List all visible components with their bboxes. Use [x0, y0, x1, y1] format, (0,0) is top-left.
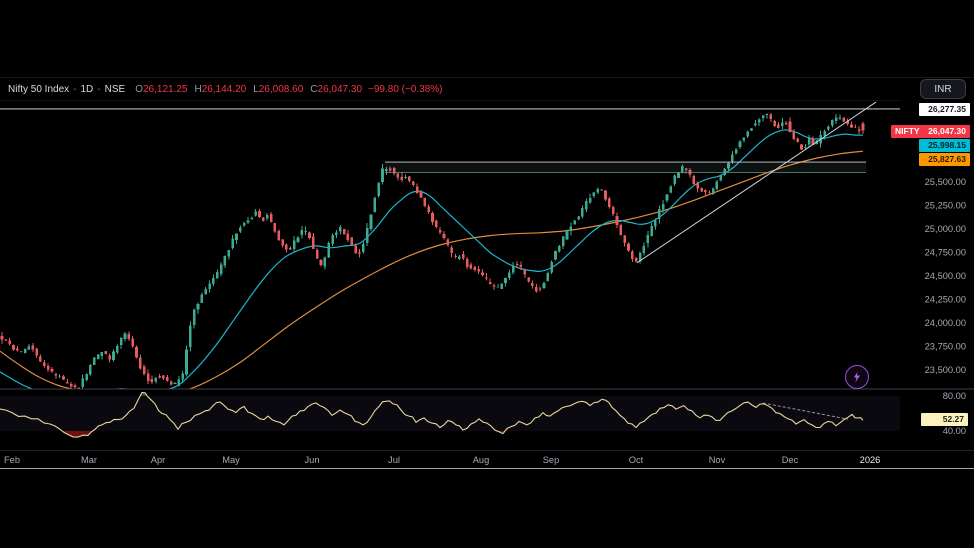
flash-boost-button[interactable]	[845, 365, 869, 389]
title-separator: -	[73, 83, 77, 95]
rsi-band	[0, 396, 900, 431]
candles-series	[0, 113, 865, 389]
time-axis-label: May	[222, 455, 240, 465]
time-axis-label: Nov	[709, 455, 726, 465]
price-axis-tick: 24,000.00	[925, 318, 966, 328]
ema-slow-line	[0, 150, 864, 389]
lightning-bolt-icon	[854, 372, 860, 382]
title-separator: -	[97, 83, 101, 95]
low-value: 26,008.60	[258, 83, 304, 95]
time-axis-label: 2026	[860, 455, 881, 465]
price-axis-tick: 23,500.00	[925, 365, 966, 375]
time-axis-label: Jul	[388, 455, 400, 465]
frame-lines	[0, 77, 974, 469]
up-candle-wicks	[24, 113, 841, 389]
change-readout: −99.80 (−0.38%)	[368, 83, 443, 95]
down-candle-wicks	[1, 113, 864, 389]
time-axis-label: Oct	[629, 455, 644, 465]
time-axis-label: Aug	[473, 455, 490, 465]
time-axis-label: Apr	[151, 455, 165, 465]
last-price-value: 26,047.30	[928, 126, 966, 136]
ema-slow-price-label: 25,827.63	[919, 153, 970, 166]
price-axis-tick: 24,250.00	[925, 295, 966, 305]
price-axis-tick: 24,750.00	[925, 248, 966, 258]
rsi-value-label: 52.27	[921, 413, 968, 426]
last-price-symbol: NIFTY	[895, 126, 920, 136]
open-value: 26,121.25	[142, 83, 188, 95]
high-label: H	[194, 83, 202, 95]
rsi-oversold-fill	[0, 431, 863, 438]
chart-header: Nifty 50 Index - 1D - NSE O26,121.25 H26…	[0, 78, 974, 100]
price-pane	[0, 101, 900, 389]
hline-price-label: 26,277.35	[919, 103, 970, 116]
axes: 25,500.00 25,250.00 25,000.00 24,750.00 24,5…	[4, 177, 966, 465]
time-axis-label: Mar	[81, 455, 97, 465]
high-value: 26,144.20	[201, 83, 247, 95]
last-price-label: NIFTY 26,047.30	[891, 125, 970, 138]
rsi-pane	[0, 391, 900, 438]
symbol-title: Nifty 50 Index	[8, 83, 70, 95]
rsi-trendline	[762, 402, 849, 420]
rsi-axis-tick: 80.00	[943, 391, 966, 401]
ohlc-readout: O26,121.25 H26,144.20 L26,008.60 C26,047…	[135, 84, 362, 95]
price-axis-tick: 25,000.00	[925, 224, 966, 234]
timeframe-label[interactable]: 1D	[80, 83, 94, 95]
ascending-trendline	[636, 101, 877, 264]
exchange-label: NSE	[104, 83, 126, 95]
price-axis-tick: 25,500.00	[925, 177, 966, 187]
price-axis-tick: 24,500.00	[925, 271, 966, 281]
time-axis-label: Dec	[782, 455, 799, 465]
close-label: C	[310, 83, 318, 95]
price-axis-tick: 25,250.00	[925, 201, 966, 211]
price-axis-tick: 23,750.00	[925, 342, 966, 352]
time-axis-label: Jun	[305, 455, 320, 465]
close-value: 26,047.30	[317, 83, 363, 95]
currency-inr-button[interactable]: INR	[920, 79, 966, 99]
time-axis-label: Sep	[543, 455, 560, 465]
down-candle-bodies	[0, 114, 865, 389]
up-candle-bodies	[23, 114, 842, 387]
open-label: O	[135, 83, 143, 95]
supply-zone	[385, 162, 866, 173]
ema-fast-line	[0, 129, 864, 389]
rsi-line	[0, 391, 864, 438]
time-axis-label: Feb	[4, 455, 20, 465]
rsi-axis-tick: 40.00	[943, 426, 966, 436]
ema-fast-price-label: 25,998.15	[919, 139, 970, 152]
low-label: L	[253, 83, 259, 95]
